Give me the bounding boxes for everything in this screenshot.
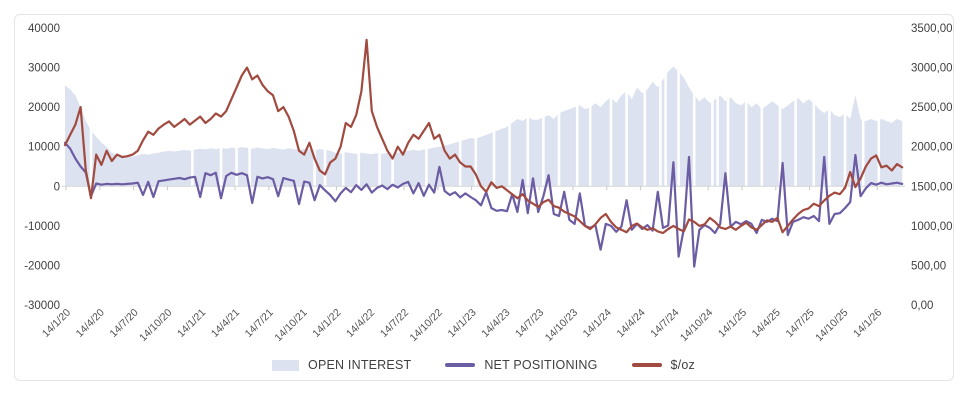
left-axis-tick-label: -30000 [24,300,60,312]
legend-item-price: $/oz [631,358,695,372]
x-axis-tick-label: 14/10/23 [543,307,580,344]
left-axis-tick-label: -10000 [24,221,60,233]
open-interest-swatch-icon [272,359,300,371]
right-axis-labels: 3500,00 3000,00 2500,00 2000,00 1500,00 1000,… [911,23,953,312]
legend-item-net-positioning: NET POSITIONING [445,358,597,372]
data-lines [63,38,904,268]
x-axis-tick-label: 14/7/23 [513,307,546,340]
x-axis-tick-label: 14/10/21 [272,307,309,344]
x-axis-tick-label: 14/7/20 [107,307,140,340]
left-axis-labels: 40000 30000 20000 10000 0 -10000 -20000 -30000 [24,23,60,312]
chart-legend: OPEN INTEREST NET POSITIONING $/oz [62,352,905,378]
net-positioning-swatch-icon [445,363,476,367]
left-axis-tick-label: 20000 [28,102,60,114]
right-axis-tick-label: 2000,00 [911,142,953,154]
legend-label-net-positioning: NET POSITIONING [484,358,598,372]
right-axis-tick-label: 3000,00 [911,63,953,75]
x-axis-tick-label: 14/4/22 [344,307,377,340]
x-axis-tick-label: 14/4/23 [479,307,512,340]
x-axis-tick-label: 14/10/24 [678,307,715,344]
price-swatch-icon [631,363,662,367]
right-axis-tick-label: 0,00 [911,300,933,312]
x-axis-tick-label: 14/4/24 [614,307,647,340]
legend-label-price: $/oz [670,358,695,372]
x-axis-tick-label: 14/1/24 [581,307,614,340]
open-interest-area [65,66,903,187]
left-axis-tick-label: 10000 [28,142,60,154]
x-axis-tick-label: 14/4/21 [209,307,242,340]
x-axis-tick-label: 14/1/21 [175,307,208,340]
right-axis-tick-label: 3500,00 [911,23,953,35]
right-axis-tick-label: 1500,00 [911,181,953,193]
right-axis-tick-label: 500,00 [911,260,946,272]
x-axis-tick-label: 14/1/23 [445,307,478,340]
x-axis-tick-label: 14/4/20 [74,307,107,340]
legend-label-open-interest: OPEN INTEREST [308,358,412,372]
x-axis-tick-label: 14/10/22 [408,307,445,344]
x-axis-tick-label: 14/4/25 [750,307,783,340]
right-axis-tick-label: 2500,00 [911,102,953,114]
left-axis-tick-label: 30000 [28,63,60,75]
left-axis-tick-label: 0 [54,181,60,193]
x-axis-tick-label: 14/7/22 [378,307,411,340]
left-axis-tick-label: 40000 [28,23,60,35]
x-axis-tick-label: 14/10/25 [813,307,850,344]
left-axis-tick-label: -20000 [24,260,60,272]
open-interest-gap-stripes [89,28,881,187]
x-axis-tick-label: 14/7/24 [648,307,681,340]
x-axis-tick-label: 14/1/26 [851,307,884,340]
legend-item-open-interest: OPEN INTEREST [272,358,411,372]
x-axis-tick-label: 14/1/22 [310,307,343,340]
x-axis-tick-label: 14/7/25 [783,307,816,340]
x-axis-tick-label: 14/1/25 [716,307,749,340]
x-axis-tick-label: 14/10/20 [137,307,174,344]
right-axis-tick-label: 1000,00 [911,221,953,233]
x-axis-tick-label: 14/7/21 [243,307,276,340]
